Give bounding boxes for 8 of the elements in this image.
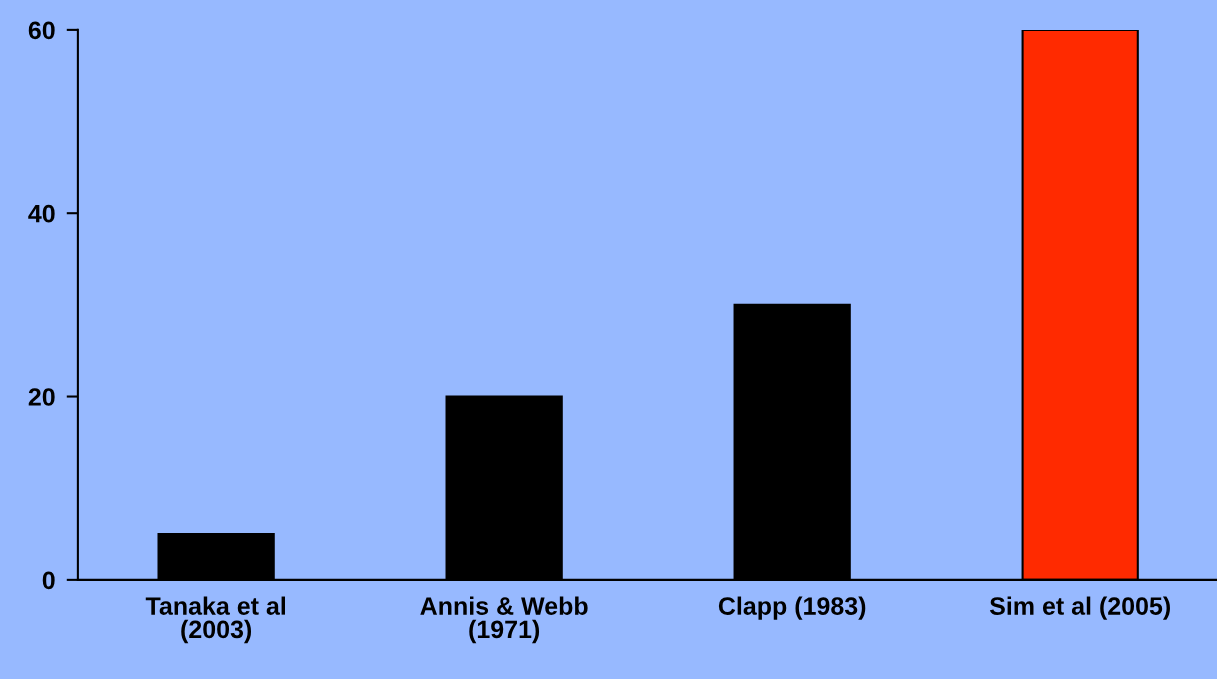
y-tick-label: 40 [28,204,55,223]
y-tick-label: 60 [28,21,55,40]
y-tick-label: 20 [28,388,55,406]
x-tick-label: Clapp (1983) [718,596,866,620]
x-tick-label: Annis & Webb (1971) [420,596,588,644]
x-tick-label: Sim et al (2005) [989,596,1170,620]
y-tick-label: 0 [42,571,55,590]
x-tick-label: Tanaka et al (2003) [145,596,286,644]
